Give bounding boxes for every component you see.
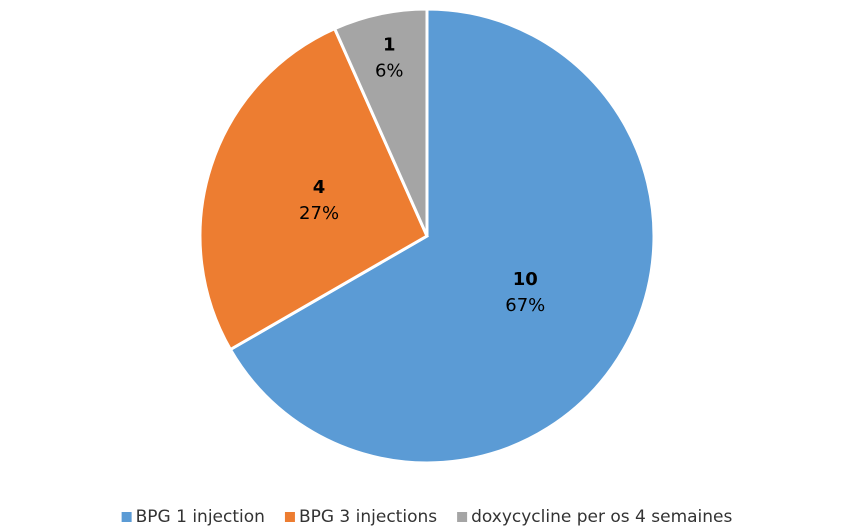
pie-slice xyxy=(332,7,429,237)
data-label-percent: 6% xyxy=(375,60,404,81)
data-label-percent: 67% xyxy=(505,295,545,316)
legend-label: doxycycline per os 4 semaines xyxy=(471,507,732,527)
legend-label: BPG 1 injection xyxy=(136,507,265,527)
legend-label: BPG 3 injections xyxy=(299,507,437,527)
legend-swatch xyxy=(457,512,468,522)
pie-slice xyxy=(228,7,656,465)
data-label-count: 1 xyxy=(383,34,396,55)
legend-swatch xyxy=(284,512,295,522)
data-label-count: 4 xyxy=(313,177,326,198)
data-label-count: 10 xyxy=(513,269,538,290)
legend-swatch xyxy=(121,512,132,522)
data-label-percent: 27% xyxy=(299,203,339,224)
legend: BPG 1 injection BPG 3 injections doxycycli… xyxy=(121,507,733,527)
